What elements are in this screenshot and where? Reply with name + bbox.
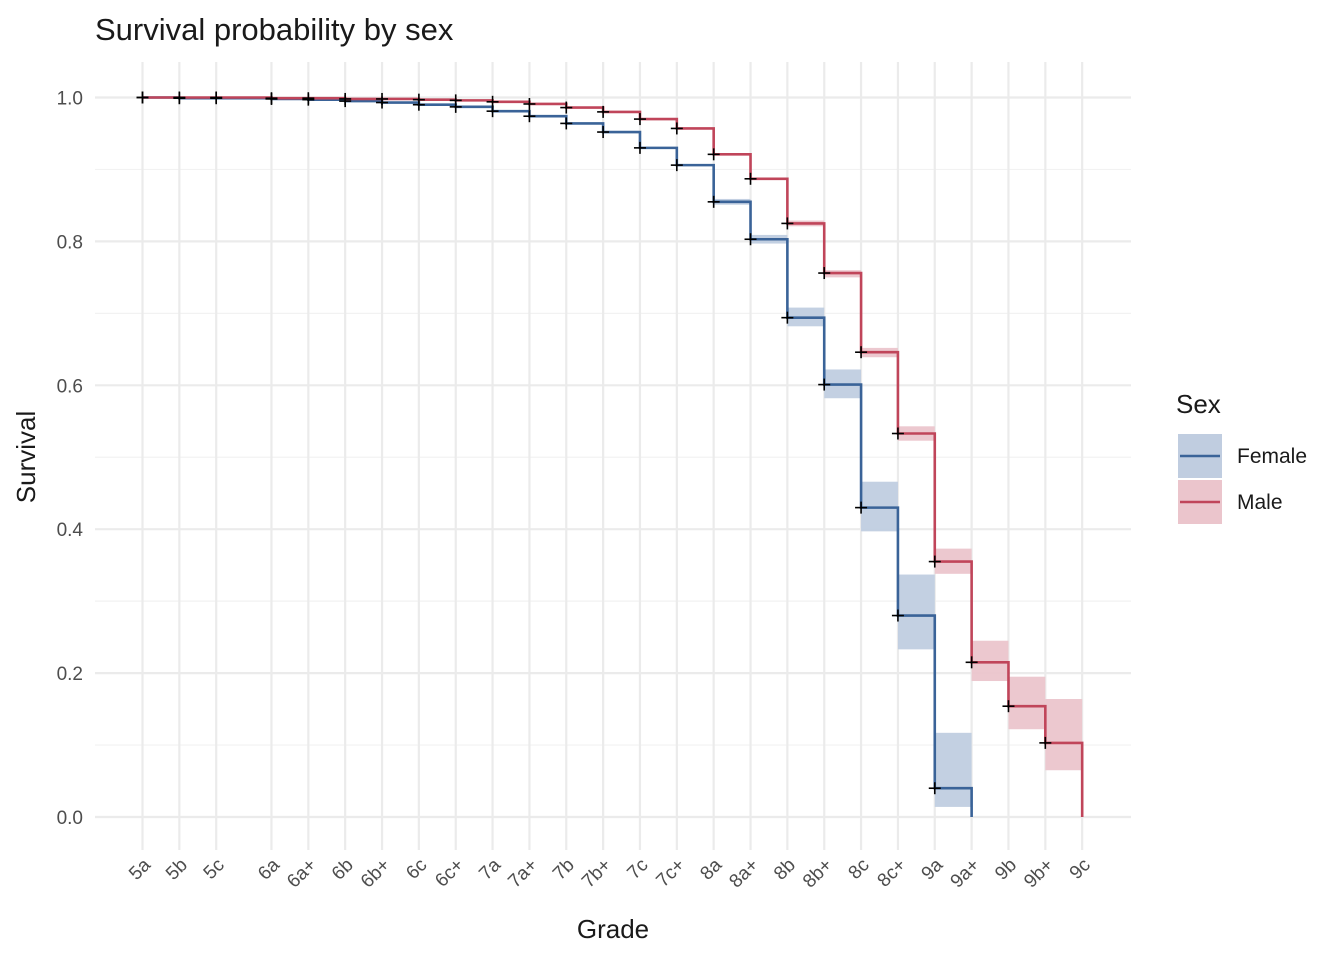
legend-item-male: Male bbox=[1178, 480, 1283, 524]
x-tick-label: 8b+ bbox=[799, 855, 837, 893]
x-tick-label: 7b+ bbox=[578, 855, 616, 893]
x-tick-label: 7c bbox=[623, 855, 652, 884]
censor-mark-male bbox=[412, 93, 425, 106]
censor-mark-male bbox=[855, 346, 868, 359]
x-tick-label: 8a+ bbox=[725, 855, 763, 893]
x-tick-label: 6b bbox=[328, 855, 358, 885]
censor-mark-male bbox=[523, 97, 536, 110]
censor-mark-male bbox=[597, 105, 610, 118]
legend: Sex Female Male bbox=[1176, 389, 1307, 524]
x-tick-label: 6a bbox=[254, 854, 284, 884]
x-tick-label: 8a bbox=[696, 854, 726, 884]
y-tick-labels: 0.0 0.2 0.4 0.6 0.8 1.0 bbox=[57, 89, 84, 830]
x-tick-labels: 5a 5b 5c 6a 6a+ 6b 6b+ 6c 6c+ 7a 7a+ 7b 7b+ 7c 7c+ 8a 8a… bbox=[125, 854, 1094, 892]
censor-mark-male bbox=[633, 113, 646, 126]
x-tick-label: 5c bbox=[200, 855, 229, 884]
censor-mark-female bbox=[633, 141, 646, 154]
censor-mark-female bbox=[855, 501, 868, 514]
censor-mark-female bbox=[928, 782, 941, 795]
x-tick-label: 8b bbox=[770, 855, 800, 885]
censor-marks bbox=[136, 91, 1052, 795]
x-tick-label: 5b bbox=[162, 855, 192, 885]
censor-mark-female bbox=[891, 609, 904, 622]
x-tick-label: 6c+ bbox=[431, 855, 468, 892]
censor-mark-male bbox=[486, 95, 499, 108]
survival-line-male bbox=[142, 96, 1084, 817]
legend-title: Sex bbox=[1176, 389, 1221, 419]
y-tick-label: 1.0 bbox=[57, 89, 83, 110]
y-axis-title: Survival bbox=[11, 411, 41, 503]
censor-mark-female bbox=[670, 159, 683, 172]
major-gridlines bbox=[95, 62, 1131, 850]
survival-line-female bbox=[142, 96, 973, 817]
ci-band-female bbox=[934, 732, 972, 807]
x-tick-label: 9b bbox=[991, 855, 1021, 885]
censor-mark-male bbox=[818, 267, 831, 280]
censor-mark-male bbox=[707, 148, 720, 161]
chart-title: Survival probability by sex bbox=[95, 12, 454, 47]
censor-mark-male bbox=[744, 172, 757, 185]
ci-band-male bbox=[1008, 676, 1046, 730]
censor-mark-male bbox=[339, 92, 352, 105]
x-tick-label: 5a bbox=[125, 854, 155, 884]
censor-mark-male bbox=[560, 101, 573, 114]
censor-mark-female bbox=[523, 110, 536, 123]
censor-mark-female bbox=[560, 117, 573, 130]
censor-mark-male bbox=[173, 91, 186, 104]
x-tick-label: 9a bbox=[918, 854, 948, 884]
survival-lines bbox=[142, 96, 1084, 817]
ci-band-female bbox=[897, 574, 935, 650]
censor-mark-male bbox=[965, 656, 978, 669]
censor-mark-male bbox=[210, 91, 223, 104]
censor-mark-male bbox=[891, 427, 904, 440]
censor-mark-male bbox=[1039, 736, 1052, 749]
censor-mark-male bbox=[928, 555, 941, 568]
x-tick-label: 9a+ bbox=[947, 855, 985, 893]
x-tick-label: 8c+ bbox=[874, 855, 911, 892]
x-tick-label: 7a+ bbox=[504, 855, 542, 893]
y-tick-label: 0.0 bbox=[57, 808, 83, 829]
censor-mark-female bbox=[818, 378, 831, 391]
x-tick-label: 6c bbox=[402, 855, 431, 884]
censor-mark-male bbox=[449, 94, 462, 107]
censor-mark-male bbox=[136, 91, 149, 104]
y-tick-label: 0.4 bbox=[57, 520, 84, 541]
legend-label: Female bbox=[1237, 445, 1307, 468]
legend-item-female: Female bbox=[1178, 434, 1307, 478]
x-tick-label: 9b+ bbox=[1020, 855, 1058, 893]
ci-band-male bbox=[1045, 699, 1083, 771]
ci-band-male bbox=[971, 640, 1009, 682]
censor-mark-male bbox=[265, 92, 278, 105]
x-tick-label: 6b+ bbox=[357, 855, 395, 893]
x-tick-label: 6a+ bbox=[283, 855, 321, 893]
x-tick-label: 7b bbox=[549, 855, 579, 885]
censor-mark-male bbox=[670, 122, 683, 135]
censor-mark-male bbox=[781, 217, 794, 230]
y-tick-label: 0.6 bbox=[57, 376, 83, 397]
censor-mark-male bbox=[302, 92, 315, 105]
censor-mark-male bbox=[1002, 700, 1015, 713]
y-tick-label: 0.8 bbox=[57, 232, 83, 253]
x-tick-label: 9c bbox=[1066, 855, 1095, 884]
censor-mark-female bbox=[597, 126, 610, 139]
x-tick-label: 7c+ bbox=[652, 855, 689, 892]
censor-mark-female bbox=[781, 311, 794, 324]
x-tick-label: 7a bbox=[475, 854, 505, 884]
x-tick-label: 8c bbox=[845, 855, 874, 884]
censor-mark-male bbox=[376, 92, 389, 105]
x-axis-title: Grade bbox=[577, 914, 649, 944]
censor-mark-female bbox=[707, 195, 720, 208]
y-tick-label: 0.2 bbox=[57, 664, 83, 685]
censor-mark-female bbox=[744, 233, 757, 246]
legend-label: Male bbox=[1237, 491, 1283, 514]
